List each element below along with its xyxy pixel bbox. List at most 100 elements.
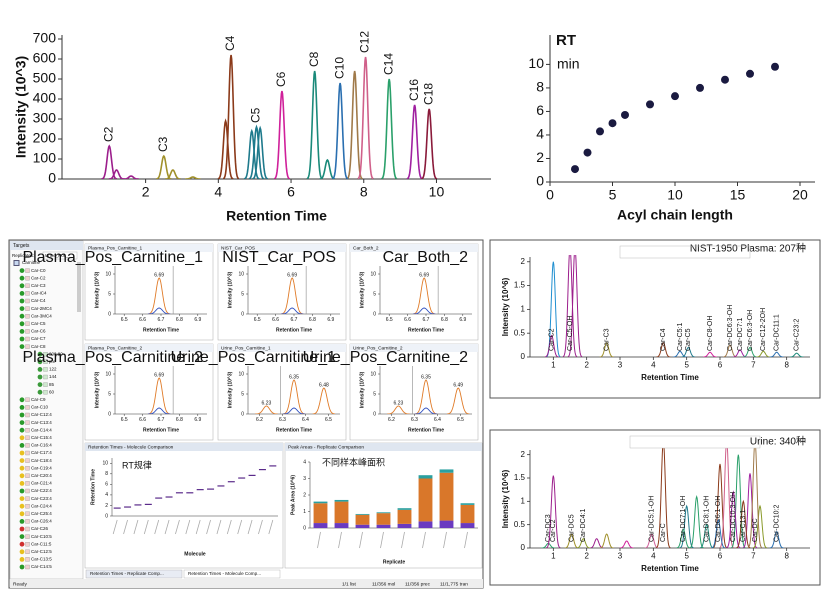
peak — [147, 407, 171, 414]
y-tick-label: 0 — [108, 311, 111, 317]
x-tick-label: 4 — [214, 184, 222, 200]
y-tick-label: 10 — [105, 271, 111, 277]
peak-label: Car-DC8:1-OH — [704, 496, 711, 542]
x-tick-label: 6.8 — [176, 317, 183, 323]
bar-segment — [355, 524, 370, 528]
tab[interactable] — [85, 569, 183, 579]
bar-segment — [460, 504, 475, 524]
peak-label: Car-C2 — [550, 519, 557, 542]
tab[interactable] — [183, 569, 281, 579]
bar-segment — [313, 501, 328, 504]
y-tick-label: 0 — [521, 352, 526, 361]
point — [671, 92, 679, 101]
molecule-icon — [25, 336, 30, 342]
target-item: Car-C8 — [31, 344, 46, 349]
target-item: Car-C10:5 — [31, 534, 52, 539]
target-item: Car-3MC4 — [31, 313, 52, 318]
bar-segment — [397, 508, 412, 510]
x-tick-label: 2 — [584, 361, 589, 370]
status-icon — [19, 336, 25, 342]
x-tick-label: 6.8 — [176, 417, 183, 423]
replicates-label: Replicates: — [12, 253, 34, 258]
peak — [722, 344, 738, 357]
molecule-icon — [25, 329, 30, 334]
panel-title: Plasma_Pos_Carnitine_2 — [22, 349, 203, 366]
x-tick-label: 6.5 — [325, 417, 332, 423]
y-tick-label: 0 — [48, 170, 56, 186]
minor-peak — [319, 158, 336, 179]
peak — [656, 448, 671, 548]
x-axis-label: Retention Time — [641, 564, 699, 573]
peak — [332, 82, 349, 179]
x-tick-label: 6 — [287, 184, 295, 200]
status-icon — [19, 541, 25, 547]
peak-label: 6.35 — [289, 374, 299, 380]
target-item: Car-C23:4 — [31, 496, 52, 501]
molecule-icon — [25, 519, 30, 524]
x-tick-label: 8 — [360, 184, 368, 200]
annotation: RT规律 — [122, 459, 152, 470]
tab-label[interactable]: Retention Times - Molecule Comp... — [188, 571, 261, 576]
status-icon — [19, 465, 25, 471]
x-axis-label: Molecule — [184, 551, 206, 557]
x-tick-label: 6.5 — [457, 417, 464, 423]
graph-title: NIST_Car_POS — [221, 245, 255, 251]
status-icon — [19, 329, 25, 334]
replicate-value[interactable]: Urine_Pos_ — [45, 253, 69, 258]
y-tick-label: 0 — [303, 525, 306, 531]
x-tick-label: 2 — [584, 552, 589, 561]
peak-label: Car-C5 — [685, 328, 692, 351]
peak — [672, 350, 688, 357]
peak — [381, 78, 398, 179]
chart-annotation: min — [557, 56, 580, 72]
y-axis-label: Intensity (10^6) — [501, 469, 510, 528]
y-axis-label: Intensity (10^3) — [359, 271, 365, 308]
point — [571, 165, 579, 174]
minor-peak — [217, 118, 234, 179]
bar-segment — [460, 523, 475, 528]
molecule-icon — [25, 450, 30, 456]
x-tick-label: 6.3 — [411, 417, 418, 423]
target-item: Car-C26:4 — [31, 519, 52, 524]
replicate-select[interactable] — [42, 251, 78, 260]
x-axis-label: Retention Time — [276, 327, 312, 333]
y-tick-label: 2 — [521, 450, 526, 459]
molecule-icon — [25, 549, 30, 554]
y-tick-label: 0 — [521, 543, 526, 552]
x-tick-label: 6.9 — [459, 317, 466, 323]
peak — [421, 108, 438, 179]
bar-segment — [397, 509, 412, 524]
x-tick-label: 6.7 — [423, 317, 430, 323]
tab-label[interactable]: Retention Times - Replicate Comp... — [90, 571, 164, 576]
peak — [248, 124, 265, 179]
y-tick-label: 1.5 — [514, 281, 526, 290]
x-tick-label: 6.8 — [441, 317, 448, 323]
graph-pane-header — [218, 344, 346, 352]
replicate-label-placeholder — [359, 531, 363, 549]
y-tick-label: 0 — [108, 411, 111, 417]
x-tick-label: 6.5 — [254, 317, 261, 323]
y-tick-label: 200 — [33, 130, 57, 146]
peak — [676, 528, 691, 548]
peak-label: Car-DC7:1-OH — [680, 496, 687, 542]
target-item: Car-C16:4 — [31, 443, 52, 448]
peak-label: 6.69 — [419, 272, 429, 278]
y-tick-label: 8 — [536, 79, 544, 95]
molecule-label-placeholder — [112, 519, 118, 535]
peak-label: Car-C6:3-OH — [747, 310, 754, 351]
target-item: Car-C17:4 — [31, 450, 52, 455]
molecule-icon — [25, 564, 30, 570]
x-tick-label: 10 — [667, 187, 683, 203]
molecule-icon — [25, 306, 30, 311]
target-item: 60 — [49, 389, 55, 394]
bar-segment — [376, 524, 391, 528]
peak-label: 6.23 — [262, 400, 272, 406]
y-tick-label: 2 — [521, 257, 526, 266]
status-icon — [19, 443, 25, 448]
peak-label: 6.69 — [154, 272, 164, 278]
plasma-panel — [489, 239, 821, 399]
molecule-icon — [43, 374, 48, 380]
target-item: Car-C15:4 — [31, 435, 52, 440]
peak — [282, 407, 306, 414]
